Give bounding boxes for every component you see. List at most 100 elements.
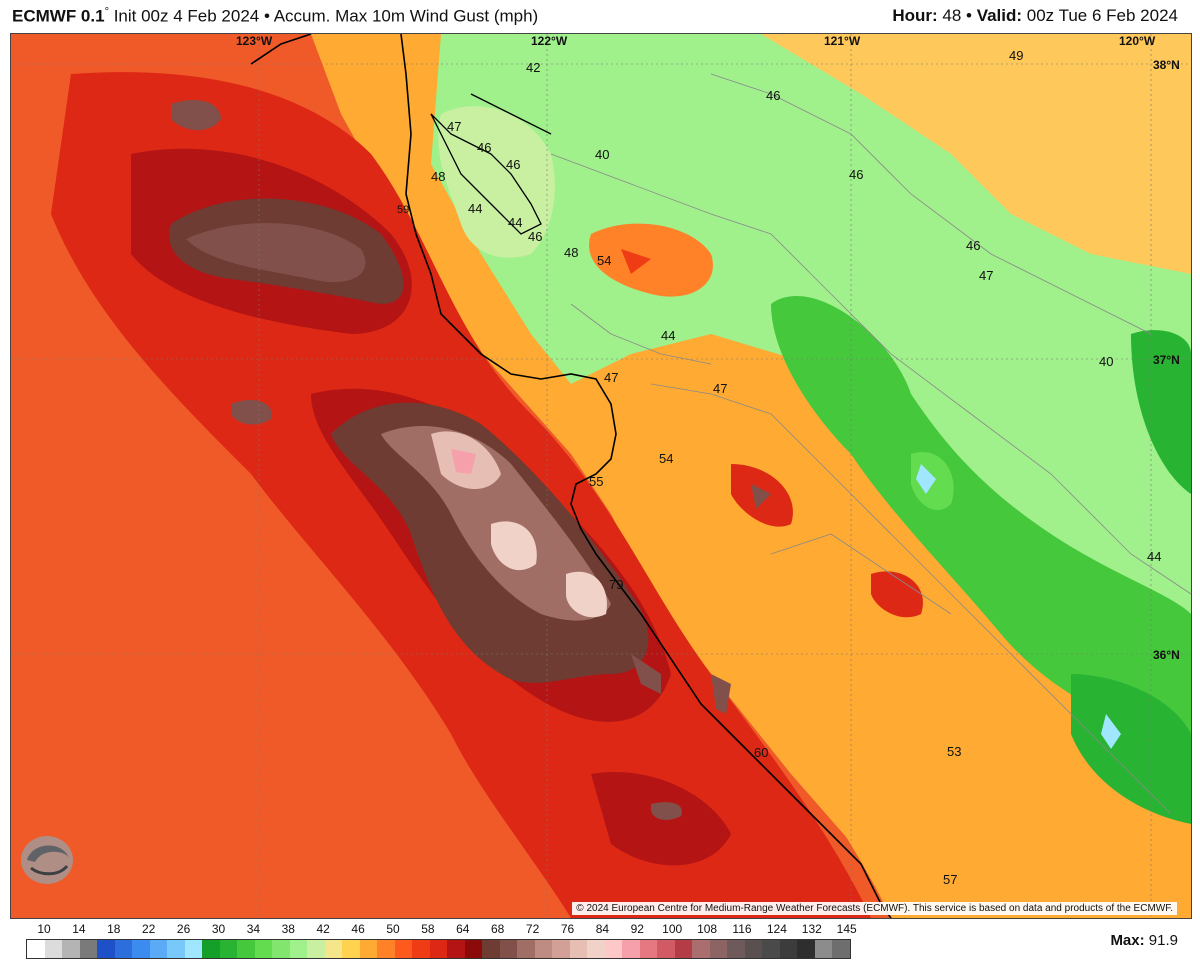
legend-tick: 116 [732,922,752,936]
cyan-spot [916,464,936,494]
legend-swatch [97,940,115,958]
wind-gust-map[interactable]: 123°W 122°W 121°W 120°W 38°N 37°N 36°N 4… [10,33,1192,919]
brown-hotspot [651,802,682,820]
separator: • [259,6,274,26]
legend-tick: 72 [525,922,540,936]
valley-green-zone [771,296,1191,734]
legend-tick: 46 [351,922,365,936]
gust-value: 40 [595,147,609,162]
legend-swatch [517,940,535,958]
bay-outline [470,93,552,135]
legend-swatch [27,940,45,958]
separator: • [961,6,977,25]
legend-swatch [254,940,272,958]
pink-gust-peak [491,521,537,571]
map-header: ECMWF 0.1° Init 00z 4 Feb 2024 • Accum. … [0,0,1200,32]
bay-area-light-zone [438,106,555,258]
legend-tick: 42 [316,922,330,936]
county-line [770,533,952,615]
legend-tick: 18 [107,922,121,936]
gust-value: 48 [431,169,445,184]
hour-label: Hour: [892,6,938,25]
legend-swatch [762,940,780,958]
gust-value: 44 [661,328,675,343]
brown-hotspot [631,654,661,694]
legend-swatch [814,940,832,958]
legend-swatch [342,940,360,958]
legend-swatch [499,940,517,958]
valid-value: 00z Tue 6 Feb 2024 [1022,6,1178,25]
legend-swatch [709,940,727,958]
lon-label: 122°W [531,34,568,48]
legend-swatch [114,940,132,958]
legend-swatch [587,940,605,958]
gust-value: 47 [604,370,618,385]
gust-value: 49 [1009,48,1023,63]
gust-value: 48 [564,245,578,260]
legend-swatch [132,940,150,958]
legend-tick: 76 [560,922,575,936]
legend-swatch [569,940,587,958]
legend-swatch [202,940,220,958]
legend-swatch [657,940,675,958]
east-green-zone [1131,330,1191,494]
legend-swatch [237,940,255,958]
legend-tick: 14 [72,922,86,936]
gust-value: 44 [1147,549,1161,564]
red-hotspot [871,571,923,618]
field-name: Accum. Max 10m Wind Gust (mph) [273,6,539,26]
legend-swatch [149,940,167,958]
legend-tick: 100 [662,922,683,936]
brown-hotspot [751,484,771,509]
south-inland-orange-zone [611,452,1111,918]
legend-swatch [184,940,202,958]
legend-swatch [534,940,552,958]
header-title: ECMWF 0.1° Init 00z 4 Feb 2024 • Accum. … [12,6,538,27]
legend-swatch [62,940,80,958]
legend-tick: 30 [211,922,226,936]
gust-value: 60 [754,745,768,760]
legend-swatch [482,940,500,958]
legend-tick: 92 [630,922,644,936]
gust-value: 44 [508,215,522,230]
legend-tick: 132 [801,922,822,936]
valid-label: Valid: [976,6,1023,25]
legend-swatch [727,940,745,958]
legend-swatch [639,940,657,958]
legend-swatch [79,940,97,958]
legend-swatch [219,940,237,958]
legend-swatch [324,940,342,958]
legend-swatch [674,940,692,958]
color-legend: 10 14 18 22 26 30 34 38 42 46 50 58 64 68 72 76 84 92 100 1… [10,920,860,960]
legend-swatch [779,940,797,958]
gust-value: 46 [506,157,520,172]
map-canvas: 123°W 122°W 121°W 120°W 38°N 37°N 36°N 4… [11,34,1191,918]
gust-value: 47 [713,381,727,396]
legend-tick: 64 [456,922,470,936]
legend-swatch [552,940,570,958]
south-valley-green-zone [1071,674,1191,824]
legend-tick: 50 [386,922,400,936]
legend-tick: 108 [697,922,718,936]
legend-swatch [359,940,377,958]
max-label: Max: [1110,932,1145,949]
max-value: Max: 91.9 [1110,932,1178,949]
lat-label: 37°N [1153,353,1180,367]
gust-value: 46 [477,140,491,155]
brown-gust-core [186,222,366,283]
gust-value: 47 [447,119,461,134]
gust-value: 42 [526,60,540,75]
lat-label: 38°N [1153,58,1180,72]
legend-swatch [692,940,710,958]
legend-tick: 34 [246,922,261,936]
lon-label: 121°W [824,34,861,48]
legend-swatch [797,940,815,958]
lon-label: 123°W [236,34,273,48]
legend-tick: 38 [281,922,295,936]
init-time: Init 00z 4 Feb 2024 [108,6,260,26]
gust-value: 46 [966,238,980,253]
model-name: ECMWF 0.1 [12,6,105,26]
legend-swatch [377,940,395,958]
pink-gust-peak [451,449,476,474]
brown-hotspot [711,674,731,714]
